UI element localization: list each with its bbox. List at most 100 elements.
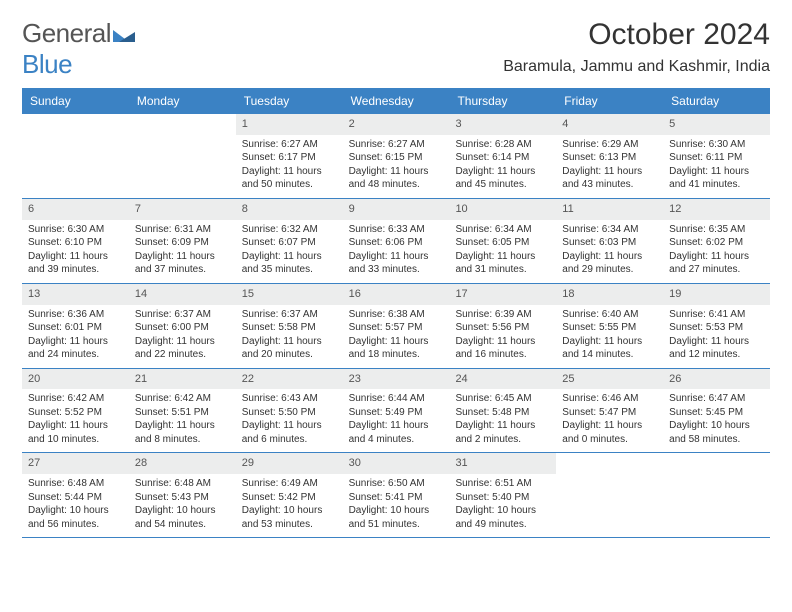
day-number: 17: [449, 284, 556, 305]
weekday-header: Friday: [556, 88, 663, 114]
calendar-grid: Sunday Monday Tuesday Wednesday Thursday…: [22, 88, 770, 538]
day-details: Sunrise: 6:51 AMSunset: 5:40 PMDaylight:…: [449, 474, 556, 537]
day-details: Sunrise: 6:28 AMSunset: 6:14 PMDaylight:…: [449, 135, 556, 198]
week-row: 20Sunrise: 6:42 AMSunset: 5:52 PMDayligh…: [22, 369, 770, 454]
day-details: Sunrise: 6:34 AMSunset: 6:05 PMDaylight:…: [449, 220, 556, 283]
daylight-text: Daylight: 11 hours and 48 minutes.: [349, 165, 444, 192]
daylight-text: Daylight: 11 hours and 37 minutes.: [135, 250, 230, 277]
day-details: Sunrise: 6:42 AMSunset: 5:52 PMDaylight:…: [22, 389, 129, 452]
day-cell: 14Sunrise: 6:37 AMSunset: 6:00 PMDayligh…: [129, 284, 236, 368]
day-number: 5: [663, 114, 770, 135]
sunset-text: Sunset: 6:05 PM: [455, 236, 550, 250]
brand-part2: Blue: [22, 49, 72, 79]
daylight-text: Daylight: 11 hours and 10 minutes.: [28, 419, 123, 446]
day-details: Sunrise: 6:44 AMSunset: 5:49 PMDaylight:…: [343, 389, 450, 452]
day-details: Sunrise: 6:40 AMSunset: 5:55 PMDaylight:…: [556, 305, 663, 368]
sunrise-text: Sunrise: 6:42 AM: [28, 392, 123, 406]
sunset-text: Sunset: 5:41 PM: [349, 491, 444, 505]
day-cell: 24Sunrise: 6:45 AMSunset: 5:48 PMDayligh…: [449, 369, 556, 453]
day-cell: 21Sunrise: 6:42 AMSunset: 5:51 PMDayligh…: [129, 369, 236, 453]
day-cell: [556, 453, 663, 537]
day-details: Sunrise: 6:36 AMSunset: 6:01 PMDaylight:…: [22, 305, 129, 368]
brand-logo: GeneralBlue: [22, 18, 135, 80]
calendar-page: GeneralBlue October 2024 Baramula, Jammu…: [0, 0, 792, 556]
day-cell: 8Sunrise: 6:32 AMSunset: 6:07 PMDaylight…: [236, 199, 343, 283]
sunset-text: Sunset: 5:55 PM: [562, 321, 657, 335]
sunset-text: Sunset: 6:03 PM: [562, 236, 657, 250]
day-number: 13: [22, 284, 129, 305]
day-number: 9: [343, 199, 450, 220]
day-details: Sunrise: 6:47 AMSunset: 5:45 PMDaylight:…: [663, 389, 770, 452]
sunrise-text: Sunrise: 6:27 AM: [349, 138, 444, 152]
daylight-text: Daylight: 11 hours and 27 minutes.: [669, 250, 764, 277]
brand-text: GeneralBlue: [22, 18, 135, 80]
sunset-text: Sunset: 5:56 PM: [455, 321, 550, 335]
day-number: 6: [22, 199, 129, 220]
day-cell: 16Sunrise: 6:38 AMSunset: 5:57 PMDayligh…: [343, 284, 450, 368]
day-cell: 4Sunrise: 6:29 AMSunset: 6:13 PMDaylight…: [556, 114, 663, 198]
day-number: 19: [663, 284, 770, 305]
day-number: 20: [22, 369, 129, 390]
day-cell: 11Sunrise: 6:34 AMSunset: 6:03 PMDayligh…: [556, 199, 663, 283]
week-row: 6Sunrise: 6:30 AMSunset: 6:10 PMDaylight…: [22, 199, 770, 284]
day-details: Sunrise: 6:46 AMSunset: 5:47 PMDaylight:…: [556, 389, 663, 452]
daylight-text: Daylight: 11 hours and 29 minutes.: [562, 250, 657, 277]
daylight-text: Daylight: 11 hours and 35 minutes.: [242, 250, 337, 277]
day-number: 18: [556, 284, 663, 305]
day-cell: 3Sunrise: 6:28 AMSunset: 6:14 PMDaylight…: [449, 114, 556, 198]
sunrise-text: Sunrise: 6:37 AM: [135, 308, 230, 322]
day-details: Sunrise: 6:27 AMSunset: 6:15 PMDaylight:…: [343, 135, 450, 198]
day-cell: 29Sunrise: 6:49 AMSunset: 5:42 PMDayligh…: [236, 453, 343, 537]
day-number: 30: [343, 453, 450, 474]
sunrise-text: Sunrise: 6:32 AM: [242, 223, 337, 237]
sunset-text: Sunset: 6:00 PM: [135, 321, 230, 335]
sunrise-text: Sunrise: 6:45 AM: [455, 392, 550, 406]
week-row: 27Sunrise: 6:48 AMSunset: 5:44 PMDayligh…: [22, 453, 770, 538]
day-number: 1: [236, 114, 343, 135]
weekday-header: Sunday: [22, 88, 129, 114]
day-cell: 25Sunrise: 6:46 AMSunset: 5:47 PMDayligh…: [556, 369, 663, 453]
sunrise-text: Sunrise: 6:43 AM: [242, 392, 337, 406]
sunrise-text: Sunrise: 6:31 AM: [135, 223, 230, 237]
day-details: Sunrise: 6:35 AMSunset: 6:02 PMDaylight:…: [663, 220, 770, 283]
day-details: Sunrise: 6:32 AMSunset: 6:07 PMDaylight:…: [236, 220, 343, 283]
sunrise-text: Sunrise: 6:47 AM: [669, 392, 764, 406]
location-label: Baramula, Jammu and Kashmir, India: [503, 58, 770, 76]
day-cell: [129, 114, 236, 198]
sunset-text: Sunset: 5:48 PM: [455, 406, 550, 420]
sunrise-text: Sunrise: 6:38 AM: [349, 308, 444, 322]
day-number: 15: [236, 284, 343, 305]
daylight-text: Daylight: 10 hours and 56 minutes.: [28, 504, 123, 531]
week-row: 13Sunrise: 6:36 AMSunset: 6:01 PMDayligh…: [22, 284, 770, 369]
day-details: Sunrise: 6:34 AMSunset: 6:03 PMDaylight:…: [556, 220, 663, 283]
day-number: 31: [449, 453, 556, 474]
daylight-text: Daylight: 11 hours and 18 minutes.: [349, 335, 444, 362]
sunrise-text: Sunrise: 6:42 AM: [135, 392, 230, 406]
day-number: 11: [556, 199, 663, 220]
day-cell: 22Sunrise: 6:43 AMSunset: 5:50 PMDayligh…: [236, 369, 343, 453]
weekday-header: Thursday: [449, 88, 556, 114]
sunset-text: Sunset: 5:50 PM: [242, 406, 337, 420]
sunrise-text: Sunrise: 6:44 AM: [349, 392, 444, 406]
daylight-text: Daylight: 11 hours and 20 minutes.: [242, 335, 337, 362]
day-details: Sunrise: 6:29 AMSunset: 6:13 PMDaylight:…: [556, 135, 663, 198]
day-number: 3: [449, 114, 556, 135]
daylight-text: Daylight: 11 hours and 45 minutes.: [455, 165, 550, 192]
day-cell: 28Sunrise: 6:48 AMSunset: 5:43 PMDayligh…: [129, 453, 236, 537]
weekday-header: Tuesday: [236, 88, 343, 114]
daylight-text: Daylight: 11 hours and 6 minutes.: [242, 419, 337, 446]
sunrise-text: Sunrise: 6:30 AM: [28, 223, 123, 237]
day-details: Sunrise: 6:48 AMSunset: 5:43 PMDaylight:…: [129, 474, 236, 537]
sunrise-text: Sunrise: 6:34 AM: [562, 223, 657, 237]
sunrise-text: Sunrise: 6:48 AM: [28, 477, 123, 491]
sunset-text: Sunset: 5:53 PM: [669, 321, 764, 335]
daylight-text: Daylight: 11 hours and 0 minutes.: [562, 419, 657, 446]
day-details: Sunrise: 6:31 AMSunset: 6:09 PMDaylight:…: [129, 220, 236, 283]
sunset-text: Sunset: 5:44 PM: [28, 491, 123, 505]
day-number: 2: [343, 114, 450, 135]
day-number: 25: [556, 369, 663, 390]
day-details: Sunrise: 6:33 AMSunset: 6:06 PMDaylight:…: [343, 220, 450, 283]
sunrise-text: Sunrise: 6:28 AM: [455, 138, 550, 152]
sunrise-text: Sunrise: 6:29 AM: [562, 138, 657, 152]
day-cell: 30Sunrise: 6:50 AMSunset: 5:41 PMDayligh…: [343, 453, 450, 537]
